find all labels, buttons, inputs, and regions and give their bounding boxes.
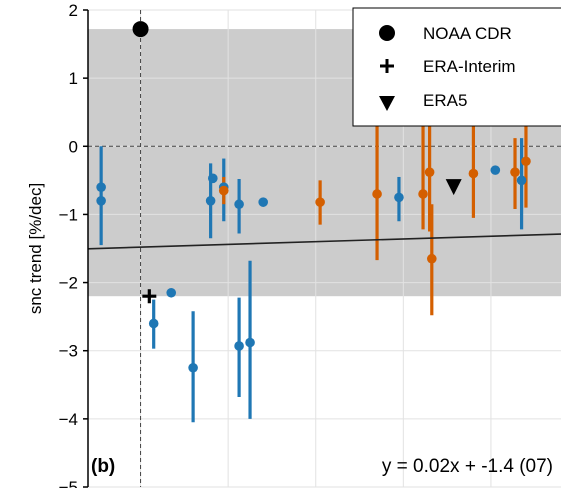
data-point-blue [258,197,268,207]
y-tick-label: 1 [69,69,78,88]
data-point-orange [510,167,520,177]
y-axis: −5 −4 −3 −2 −1 0 1 2 [59,1,88,488]
era5-marker [445,179,462,196]
y-tick-label: −1 [59,205,78,224]
legend-label-era-interim: ERA-Interim [423,57,516,76]
data-point-orange [372,189,382,199]
data-point-blue [234,199,244,210]
data-points [96,112,531,373]
y-tick-label: 2 [69,1,78,20]
data-point-blue [205,196,216,206]
data-point-orange [427,253,437,264]
data-point-blue [148,318,159,329]
data-point-orange [315,197,325,207]
y-axis-label: snc trend [%/dec] [26,183,45,314]
y-tick-label: −5 [59,478,78,488]
era-interim-marker [142,289,157,304]
legend-era-interim-marker [380,59,394,73]
data-point-blue [166,287,177,298]
data-point-orange [468,168,479,179]
data-point-blue [208,173,218,184]
legend: NOAA CDR ERA-Interim ERA5 [352,7,561,127]
data-point-blue [234,341,244,351]
legend-noaa-marker [379,25,395,41]
data-point-blue [516,175,527,186]
data-point-blue [490,165,501,175]
y-tick-label: −4 [59,410,78,429]
data-point-orange [218,185,229,196]
data-point-orange [424,167,435,177]
data-point-blue [188,362,198,373]
fit-line [87,233,561,250]
data-point-blue [394,192,404,203]
data-point-blue [96,182,106,192]
data-point-orange [418,189,428,199]
y-tick-label: 0 [69,137,78,156]
legend-label-era5: ERA5 [423,91,467,110]
legend-label-noaa: NOAA CDR [423,24,512,43]
y-tick-label: −3 [59,342,78,361]
data-point-blue [245,337,255,348]
data-point-blue [96,196,106,206]
noaa-cdr-marker [132,21,149,38]
panel-label: (b) [91,456,115,477]
reference-markers [132,21,462,304]
y-tick-label: −2 [59,274,78,293]
data-point-orange [521,156,531,167]
legend-era5-marker [379,96,395,111]
fit-equation: y = 0.02x + -1.4 (07) [382,456,553,477]
